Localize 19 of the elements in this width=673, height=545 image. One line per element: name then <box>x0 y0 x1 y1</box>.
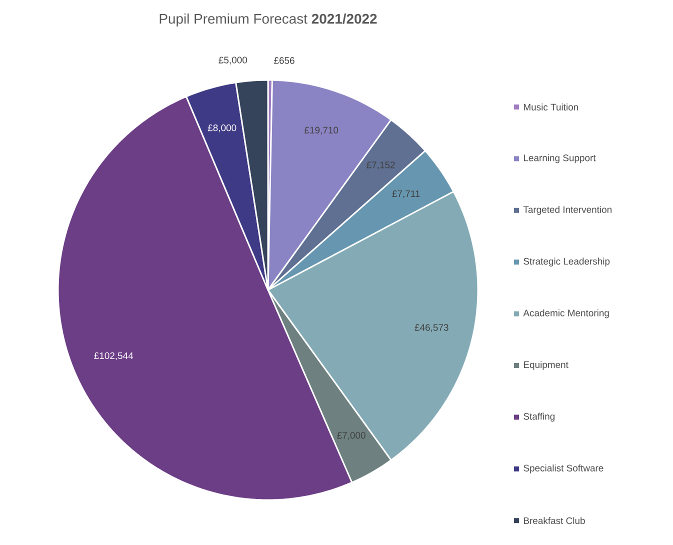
data-label: £46,573 <box>414 324 448 332</box>
legend-label: Targeted Intervention <box>523 206 612 215</box>
legend-label: Breakfast Club <box>524 517 585 524</box>
data-label: £8,000 <box>208 124 236 132</box>
legend-label: Equipment <box>524 361 568 370</box>
chart-title: Pupil Premium Forecast 2021/2022 <box>160 13 377 26</box>
data-label: £19,710 <box>304 126 338 135</box>
data-label: £7,711 <box>392 190 420 198</box>
legend-label: Music Tuition <box>524 104 578 110</box>
data-label: £5,000 <box>218 56 248 65</box>
data-label: £7,000 <box>337 432 366 440</box>
data-label: £102,544 <box>94 352 134 360</box>
legend-label: Strategic Leadership <box>524 258 610 267</box>
legend-label: Staffing <box>524 412 555 422</box>
data-label: £7,152 <box>366 162 395 170</box>
legend-label: Specialist Software <box>524 464 604 474</box>
legend-label: Academic Mentoring <box>523 309 609 318</box>
data-label: £656 <box>274 57 294 64</box>
legend-label: Learning Support <box>524 154 596 164</box>
